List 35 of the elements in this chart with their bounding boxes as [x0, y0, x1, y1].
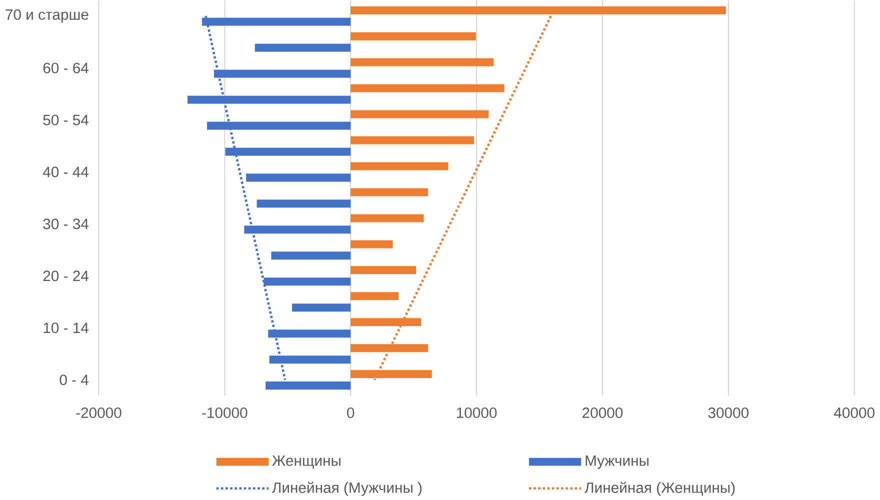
bar [350, 32, 476, 40]
x-tick-label: 20000 [582, 408, 623, 418]
legend-label: Мужчины [586, 456, 648, 470]
bar [350, 58, 494, 66]
y-tick-label: 30 - 34 [43, 218, 89, 230]
y-tick-label: 20 - 24 [43, 270, 89, 282]
x-tick-label: -10000 [202, 408, 248, 418]
legend-label: Женщины [272, 456, 340, 469]
legend-label: Линейная (Мужчины ) [272, 482, 422, 496]
y-tick-label: 70 и старше [6, 9, 88, 23]
bar [271, 252, 351, 260]
y-tick-label: 40 - 44 [42, 166, 89, 178]
x-tick-label: 0 [347, 408, 354, 418]
y-tick-label: 10 - 14 [44, 322, 89, 334]
bar [350, 84, 504, 92]
bar [350, 110, 489, 118]
x-tick-label: 10000 [456, 408, 497, 418]
y-tick-label: 50 - 54 [43, 114, 89, 126]
bar [350, 292, 398, 300]
bar [246, 174, 351, 182]
x-tick-label: -20000 [76, 408, 122, 418]
bar [292, 304, 351, 312]
x-tick-label: 40000 [834, 408, 874, 418]
bar [350, 188, 428, 196]
y-tick-label: 0 - 4 [60, 374, 89, 386]
bar [350, 266, 416, 274]
bar [254, 44, 351, 52]
legend-label: Линейная (Женщины) [584, 482, 735, 496]
bar [350, 214, 424, 222]
x-tick-label: 30000 [708, 408, 749, 418]
bar [350, 240, 393, 248]
y-tick-label: 60 - 64 [43, 62, 89, 74]
bar [350, 162, 448, 170]
bar [256, 200, 351, 208]
bar [350, 136, 474, 144]
